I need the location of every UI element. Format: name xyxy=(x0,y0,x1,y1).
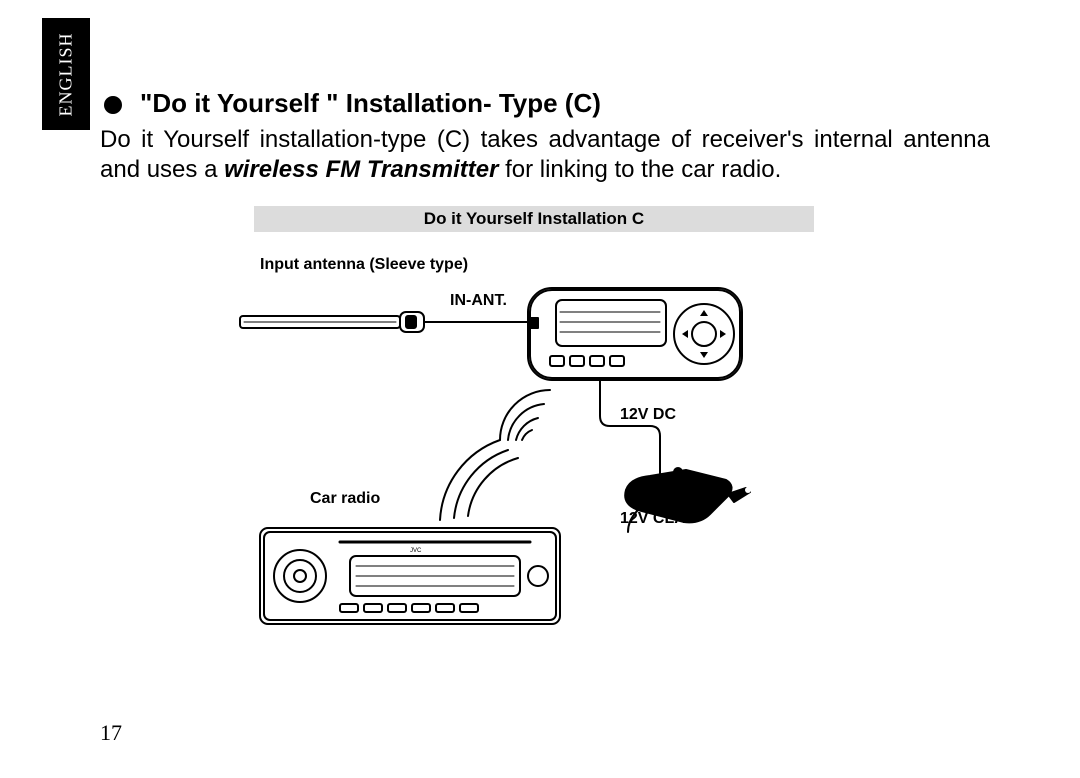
body-paragraph: Do it Yourself installation-type (C) tak… xyxy=(100,125,990,185)
language-tab: ENGLISH xyxy=(42,18,90,130)
body-emphasis: wireless FM Transmitter xyxy=(224,156,498,183)
section-heading: "Do it Yourself " Installation- Type (C) xyxy=(140,88,601,119)
diagram-title: Do it Yourself Installation C xyxy=(254,206,814,232)
page-number: 17 xyxy=(100,720,122,746)
cla-adapter-icon xyxy=(625,468,751,532)
svg-text:JVC: JVC xyxy=(410,548,422,554)
wireless-icon xyxy=(440,390,550,520)
power-cable-icon xyxy=(600,378,660,476)
diagram-svg: JVC xyxy=(230,240,850,680)
body-text-2: for linking to the car radio. xyxy=(498,156,781,183)
antenna-icon xyxy=(240,312,530,332)
content-block: "Do it Yourself " Installation- Type (C)… xyxy=(100,88,990,185)
language-tab-text: ENGLISH xyxy=(56,32,77,116)
heading-row: "Do it Yourself " Installation- Type (C) xyxy=(100,88,990,119)
diagram: Do it Yourself Installation C Input ante… xyxy=(230,206,850,232)
car-radio-icon: JVC xyxy=(260,528,560,624)
bullet-icon xyxy=(104,96,122,114)
receiver-icon xyxy=(528,288,742,380)
